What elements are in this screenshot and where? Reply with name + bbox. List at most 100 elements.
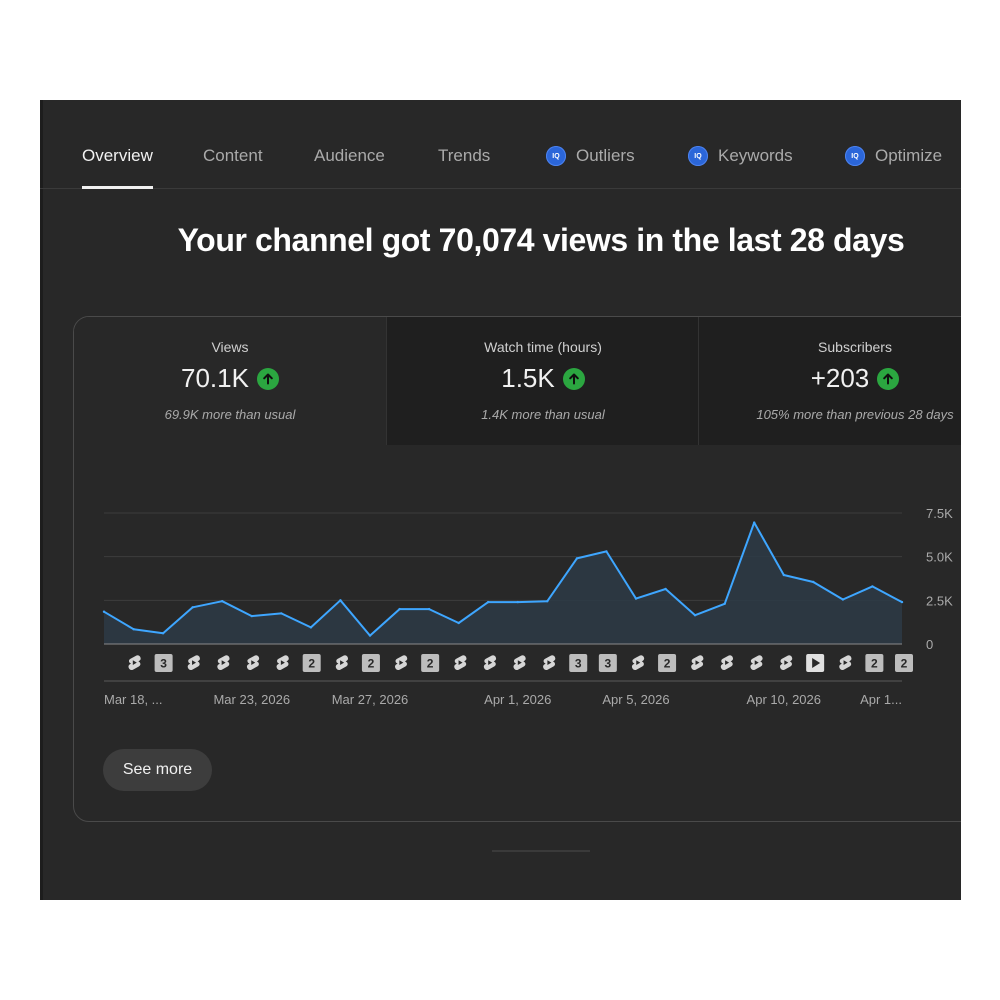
views-chart: 7.5K 5.0K 2.5K 0 3 2 2 2 3 3 2 2 2 Mar 18, ... Mar 23,…: [102, 506, 953, 707]
shorts-icon[interactable]: [543, 655, 556, 671]
shorts-icon[interactable]: [779, 655, 793, 671]
data-point: [487, 600, 490, 604]
tab-outliers[interactable]: IQ Outliers: [546, 146, 635, 174]
data-point: [753, 521, 756, 524]
tab-label: Audience: [314, 146, 385, 165]
tab-label: Content: [203, 146, 263, 165]
data-point: [280, 612, 283, 615]
x-tick-label: Apr 1...: [860, 692, 902, 707]
data-point: [575, 557, 579, 560]
x-tick-label: Mar 18, ...: [104, 692, 163, 707]
x-tick-label: Mar 27, 2026: [332, 692, 409, 707]
data-point: [132, 628, 135, 631]
upload-count-label: 2: [308, 657, 315, 671]
metric-value: 1.5K: [501, 363, 555, 393]
tab-bar: Overview Content Audience Trends IQ Outl…: [40, 100, 961, 189]
tab-label: Outliers: [576, 146, 635, 165]
metric-value: +203: [810, 363, 870, 393]
tab-trends[interactable]: Trends: [438, 146, 490, 174]
metric-label: Views: [211, 339, 249, 355]
tab-optimize[interactable]: IQ Optimize: [845, 146, 942, 174]
metric-comparison: 105% more than previous 28 days: [756, 407, 954, 422]
overview-card: Views 70.1K 69.9K more than usual Watch …: [73, 316, 961, 822]
shorts-icon[interactable]: [276, 655, 289, 671]
metric-comparison: 1.4K more than usual: [481, 407, 605, 422]
shorts-icon[interactable]: [720, 655, 734, 671]
x-tick-label: Apr 1, 2026: [484, 692, 551, 707]
iq-badge-icon: IQ: [845, 146, 865, 166]
data-point: [900, 600, 904, 604]
data-point: [309, 626, 313, 629]
data-point: [546, 600, 549, 603]
data-point: [782, 573, 785, 577]
data-point: [161, 632, 165, 635]
data-point: [368, 634, 372, 637]
y-tick-label: 0: [926, 637, 933, 652]
data-point: [634, 597, 638, 600]
metric-label: Watch time (hours): [484, 339, 602, 355]
iq-badge-icon: IQ: [546, 146, 566, 166]
metric-value: 70.1K: [181, 363, 249, 393]
upload-count-label: 2: [664, 657, 671, 671]
shorts-icon[interactable]: [483, 655, 497, 671]
shorts-icon[interactable]: [335, 655, 349, 671]
shorts-icon[interactable]: [187, 655, 200, 671]
upload-count-marker: [421, 654, 440, 672]
shorts-icon[interactable]: [246, 655, 260, 671]
shorts-icon[interactable]: [394, 655, 408, 671]
data-point: [693, 614, 697, 617]
shorts-icon[interactable]: [454, 655, 467, 671]
page-title: Your channel got 70,074 views in the las…: [177, 222, 905, 258]
data-point: [398, 607, 401, 611]
play-icon: [812, 658, 821, 668]
upload-count-label: 3: [605, 657, 612, 671]
data-point: [102, 610, 106, 613]
x-tick-label: Apr 5, 2026: [602, 692, 669, 707]
shorts-icon[interactable]: [750, 655, 763, 671]
upload-count-marker: [598, 654, 617, 672]
upload-count-label: 2: [871, 657, 878, 671]
upload-count-marker: [569, 654, 588, 672]
shorts-icon[interactable]: [691, 655, 704, 671]
upload-count-marker: [302, 654, 321, 672]
upload-count-marker: [895, 654, 913, 672]
scroll-indicator: [492, 850, 590, 852]
data-point: [191, 606, 194, 609]
upload-count-label: 2: [427, 657, 434, 671]
see-more-button[interactable]: See more: [103, 749, 212, 791]
data-point: [339, 599, 342, 602]
arrow-up-icon: [877, 367, 900, 390]
data-point: [664, 587, 667, 591]
shorts-icon[interactable]: [128, 655, 141, 671]
metric-views[interactable]: Views 70.1K 69.9K more than usual: [74, 317, 386, 445]
y-tick-label: 7.5K: [926, 506, 953, 521]
tab-label: Keywords: [718, 146, 793, 165]
upload-count-marker: [658, 654, 677, 672]
tab-content[interactable]: Content: [203, 146, 263, 174]
metric-subscribers[interactable]: Subscribers +203 105% more than previous…: [698, 317, 961, 445]
data-point: [723, 602, 726, 605]
shorts-icon[interactable]: [631, 655, 645, 671]
shorts-icon[interactable]: [839, 655, 852, 671]
data-point: [221, 600, 224, 603]
upload-count-label: 3: [575, 657, 582, 671]
shorts-icon[interactable]: [217, 655, 230, 671]
shorts-icon[interactable]: [513, 655, 526, 671]
tab-overview[interactable]: Overview: [82, 146, 153, 189]
views-line: [103, 521, 903, 637]
data-point: [871, 585, 874, 588]
data-point: [605, 550, 608, 553]
arrow-up-icon: [562, 367, 585, 390]
upload-count-marker: [361, 654, 380, 672]
tab-keywords[interactable]: IQ Keywords: [688, 146, 793, 174]
tab-audience[interactable]: Audience: [314, 146, 385, 174]
metric-label: Subscribers: [818, 339, 892, 355]
upload-count-marker: [865, 654, 884, 672]
tab-label: Overview: [82, 146, 153, 165]
iq-badge-icon: IQ: [688, 146, 708, 166]
data-point: [841, 598, 845, 601]
data-point: [812, 580, 815, 584]
upload-count-label: 2: [901, 657, 908, 671]
metric-watch-time[interactable]: Watch time (hours) 1.5K 1.4K more than u…: [386, 317, 699, 445]
upload-count-label: 3: [160, 657, 167, 671]
